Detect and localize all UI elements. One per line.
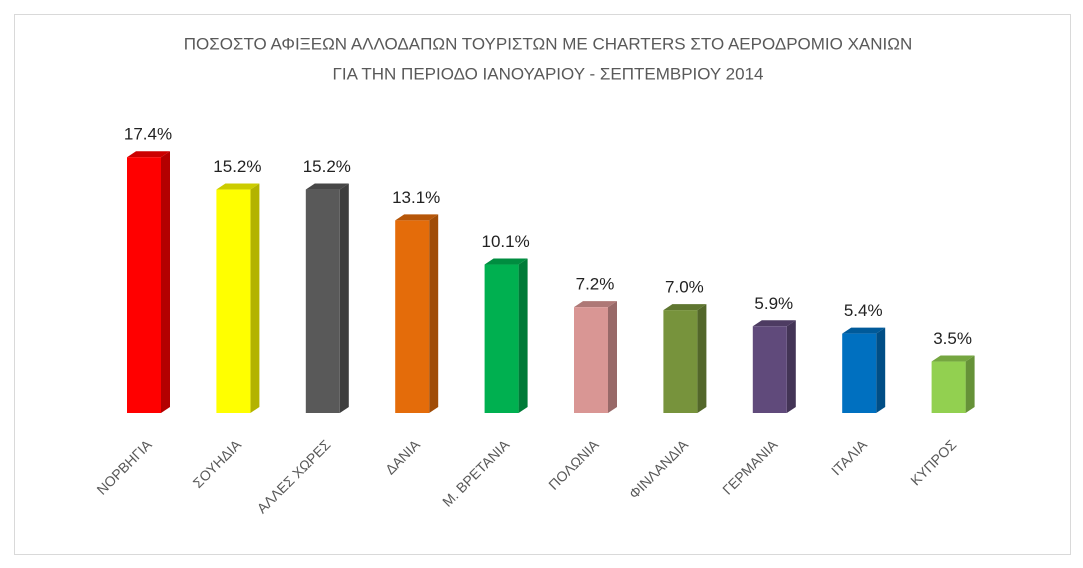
data-label: 10.1% (481, 232, 529, 251)
bar (305, 183, 349, 413)
data-label: 7.0% (665, 278, 704, 297)
bar-side (518, 258, 528, 413)
bar-front (395, 220, 430, 413)
bar-top (484, 258, 528, 265)
bar (395, 214, 439, 413)
data-label: 15.2% (303, 157, 351, 176)
bar-top (842, 327, 886, 334)
data-label: 5.4% (844, 301, 883, 320)
bar-side (161, 151, 170, 413)
chart-border (14, 14, 1071, 555)
bar-top (931, 355, 975, 362)
bar-side (697, 304, 707, 413)
bar-top (216, 183, 260, 190)
bar-front (752, 326, 787, 413)
bar (127, 151, 170, 413)
bar-front (842, 333, 877, 413)
bar-side (876, 327, 886, 413)
bar-side (786, 320, 796, 413)
bar-front (663, 310, 698, 413)
bar-front (127, 157, 161, 413)
bar-side (965, 355, 975, 413)
bar (752, 320, 796, 413)
data-label: 5.9% (754, 294, 793, 313)
bar-top (574, 301, 617, 308)
bar-front (216, 189, 251, 413)
bar (663, 304, 707, 413)
bar-front (305, 189, 340, 413)
bar (484, 258, 528, 413)
bar-top (127, 151, 170, 158)
bar-top (395, 214, 439, 221)
data-label: 7.2% (576, 275, 615, 294)
bar (216, 183, 260, 413)
bar-top (305, 183, 349, 190)
bar-side (250, 183, 260, 413)
data-label: 15.2% (213, 157, 261, 176)
bar-side (608, 301, 617, 413)
bar (842, 327, 886, 413)
bar-top (663, 304, 707, 311)
bar-front (484, 264, 519, 413)
bar-side (429, 214, 439, 413)
chart-title: ΠΟΣΟΣΤΟ ΑΦΙΞΕΩΝ ΑΛΛΟΔΑΠΩΝ ΤΟΥΡΙΣΤΩΝ ΜΕ C… (184, 34, 913, 53)
bar-side (339, 183, 349, 413)
bar-top (752, 320, 796, 327)
bar (931, 355, 975, 413)
bar (574, 301, 617, 413)
bar-front (574, 307, 608, 413)
data-label: 3.5% (933, 329, 972, 348)
bar-front (931, 361, 966, 413)
data-label: 13.1% (392, 188, 440, 207)
data-label: 17.4% (124, 125, 172, 144)
chart-title: ΓΙΑ ΤΗΝ ΠΕΡΙΟΔΟ ΙΑΝΟΥΑΡΙΟΥ - ΣΕΠΤΕΜΒΡΙΟΥ… (332, 64, 763, 83)
